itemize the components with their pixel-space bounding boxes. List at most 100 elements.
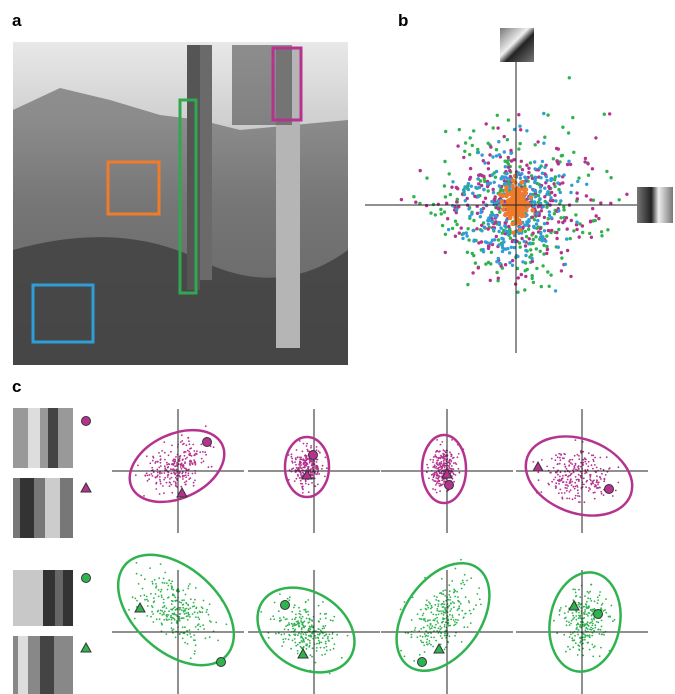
scatter-dot bbox=[429, 619, 431, 621]
scatter-dot bbox=[185, 612, 187, 614]
scatter-dot bbox=[188, 614, 190, 616]
scatter-dot bbox=[581, 231, 584, 234]
scatter-dot bbox=[319, 633, 321, 635]
scatter-dot bbox=[449, 590, 451, 592]
scatter-dot bbox=[578, 480, 580, 482]
scatter-dot bbox=[294, 642, 296, 644]
scatter-dot bbox=[557, 174, 560, 177]
scatter-dot bbox=[412, 195, 415, 198]
scatter-dot bbox=[517, 276, 520, 279]
scatter-dot bbox=[326, 467, 328, 469]
scatter-dot bbox=[565, 237, 568, 240]
scatter-dot bbox=[170, 583, 172, 585]
scatter-dot bbox=[546, 248, 549, 251]
scatter-dot bbox=[453, 457, 455, 459]
fit-ellipse bbox=[422, 435, 466, 503]
scatter-dot bbox=[569, 636, 571, 638]
scatter-dot bbox=[471, 144, 474, 147]
scatter-dot bbox=[180, 441, 182, 443]
scatter-dot bbox=[578, 615, 580, 617]
scatter-dot bbox=[521, 205, 525, 209]
scatter-dot bbox=[488, 153, 491, 156]
scatter-dot bbox=[449, 193, 452, 196]
scatter-dot bbox=[524, 230, 527, 233]
scatter-dot bbox=[285, 638, 287, 640]
scatter-dot bbox=[605, 170, 608, 173]
scatter-dot bbox=[589, 622, 591, 624]
scatter-dot bbox=[298, 607, 300, 609]
scatter-dot bbox=[295, 464, 297, 466]
patch-marker bbox=[594, 610, 603, 619]
scatter-dot bbox=[329, 673, 331, 675]
scatter-dot bbox=[557, 209, 560, 212]
scatter-dot bbox=[189, 452, 191, 454]
scatter-dot bbox=[431, 625, 433, 627]
scatter-dot bbox=[163, 578, 165, 580]
scatter-dot bbox=[456, 622, 458, 624]
scatter-dot bbox=[187, 619, 189, 621]
scatter-dot bbox=[489, 279, 492, 282]
scatter-dot bbox=[174, 606, 176, 608]
scatter-dot bbox=[518, 125, 521, 128]
scatter-dot bbox=[480, 208, 483, 211]
scatter-dot bbox=[493, 181, 496, 184]
scatter-dot bbox=[557, 463, 559, 465]
scatter-dot bbox=[441, 637, 443, 639]
scatter-dot bbox=[560, 269, 563, 272]
scatter-dot bbox=[423, 645, 425, 647]
scatter-dot bbox=[411, 634, 413, 636]
scatter-dot bbox=[443, 456, 445, 458]
scatter-dot bbox=[155, 593, 157, 595]
scatter-dot bbox=[450, 186, 453, 189]
scatter-dot bbox=[609, 467, 611, 469]
scatter-dot bbox=[444, 467, 446, 469]
scatter-dot bbox=[166, 462, 168, 464]
scatter-dot bbox=[447, 228, 450, 231]
scatter-dot bbox=[569, 191, 572, 194]
scatter-dot bbox=[513, 174, 517, 178]
scatter-dot bbox=[180, 466, 182, 468]
scatter-dot bbox=[422, 636, 424, 638]
scatter-dot bbox=[523, 184, 526, 187]
scatter-dot bbox=[197, 617, 199, 619]
scatter-dot bbox=[171, 619, 173, 621]
scatter-dot bbox=[404, 601, 406, 603]
scatter-dot bbox=[584, 611, 586, 613]
scatter-dot bbox=[132, 596, 134, 598]
scatter-dot bbox=[161, 596, 163, 598]
scatter-dot bbox=[575, 191, 578, 194]
scatter-dot bbox=[294, 604, 296, 606]
scatter-dot bbox=[135, 474, 137, 476]
scatter-dot bbox=[306, 618, 308, 620]
scatter-dot bbox=[551, 458, 553, 460]
scatter-dot bbox=[460, 603, 462, 605]
scatter-dot bbox=[205, 637, 207, 639]
scatter-dot bbox=[191, 462, 193, 464]
scatter-dot bbox=[461, 641, 463, 643]
scatter-dot bbox=[303, 463, 305, 465]
scatter-dot bbox=[566, 490, 568, 492]
scatter-dot bbox=[279, 617, 281, 619]
scatter-dot bbox=[163, 479, 165, 481]
scatter-dot bbox=[570, 623, 572, 625]
scatter-dot bbox=[579, 596, 581, 598]
scatter-dot bbox=[300, 474, 302, 476]
scatter-dot bbox=[504, 182, 507, 185]
scatter-dot bbox=[591, 464, 593, 466]
scatter-dot bbox=[198, 618, 200, 620]
scatter-dot bbox=[454, 635, 456, 637]
scatter-dot bbox=[537, 205, 540, 208]
scatter-dot bbox=[526, 204, 530, 208]
scatter-dot bbox=[431, 605, 433, 607]
scatter-dot bbox=[317, 637, 319, 639]
scatter-dot bbox=[437, 622, 439, 624]
scatter-dot bbox=[590, 627, 592, 629]
scatter-dot bbox=[438, 603, 440, 605]
scatter-dot bbox=[555, 477, 557, 479]
scatter-dot bbox=[559, 489, 561, 491]
scatter-dot bbox=[532, 281, 535, 284]
scatter-dot bbox=[590, 600, 592, 602]
scatter-dot bbox=[302, 641, 304, 643]
scatter-dot bbox=[194, 650, 196, 652]
scatter-dot bbox=[426, 638, 428, 640]
